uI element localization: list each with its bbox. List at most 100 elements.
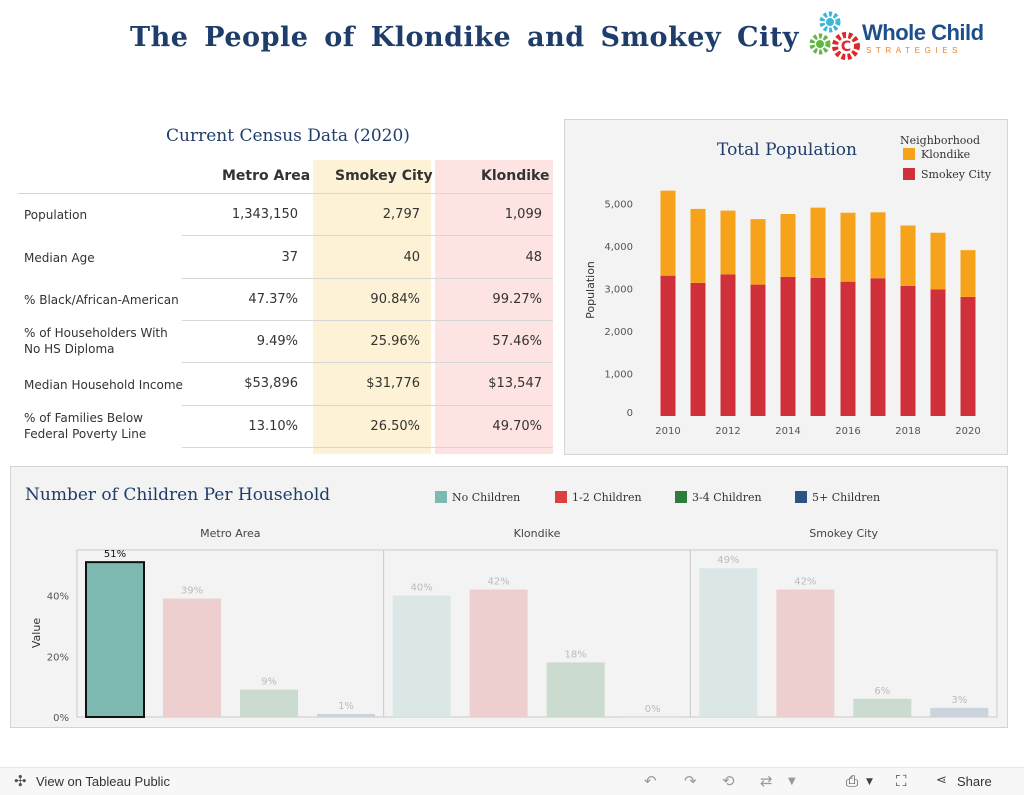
smokey-value: 90.84% — [370, 292, 420, 307]
bar-smokey-city-2010 — [660, 275, 676, 416]
data-label: 0% — [645, 704, 661, 715]
pop-chart-title: Total Population — [717, 140, 857, 160]
smokey-value: 2,797 — [382, 207, 420, 222]
bar-metro-area-0 — [85, 561, 145, 718]
data-label: 42% — [794, 576, 816, 587]
refresh-icon[interactable]: ⇄ — [760, 772, 773, 790]
bar-smokey-city-2 — [853, 698, 912, 717]
pop-legend-title: Neighborhood — [900, 134, 980, 147]
view-on-tableau-link[interactable]: View on Tableau Public — [36, 774, 170, 789]
x-tick-label: 2020 — [955, 426, 980, 437]
x-tick-label: 2010 — [655, 426, 680, 437]
fullscreen-icon[interactable]: ⛶ — [896, 772, 907, 790]
data-label: 6% — [874, 686, 890, 697]
bar-klondike-2010 — [660, 190, 676, 276]
row-label: % Black/African-American — [24, 293, 179, 307]
legend-swatch — [675, 491, 687, 503]
legend-swatch — [435, 491, 447, 503]
bar-klondike-2012 — [720, 210, 736, 275]
metro-value: 1,343,150 — [231, 207, 298, 222]
redo-icon[interactable]: ↷ — [684, 772, 697, 790]
census-row: % of Families Below Federal Poverty Line… — [18, 405, 553, 447]
download-icon[interactable]: ⎙ — [846, 772, 859, 790]
share-button[interactable]: Share — [957, 774, 992, 789]
bar-klondike-2011 — [690, 208, 706, 283]
legend-label: 5+ Children — [812, 491, 881, 504]
legend-swatch-smokey-city — [903, 168, 915, 180]
metro-value: $53,896 — [244, 376, 298, 391]
x-tick-label: 2012 — [715, 426, 740, 437]
row-label: Median Household Income — [24, 378, 183, 392]
klondike-value: $13,547 — [488, 376, 542, 391]
tableau-toolbar: ✣ View on Tableau Public ↶ ↷ ⟲ ⇄ ▼ ⎙ ▼ ⛶… — [0, 767, 1024, 795]
legend-label: No Children — [452, 491, 521, 504]
logo-tagline: STRATEGIES — [866, 46, 963, 55]
bar-smokey-city-2012 — [720, 274, 736, 416]
tableau-logo-icon: ✣ — [14, 772, 27, 790]
plot-frame — [76, 549, 998, 718]
bar-smokey-city-2020 — [960, 296, 976, 416]
gear-logo-icon: C — [809, 11, 860, 60]
legend-swatch — [555, 491, 567, 503]
data-label: 49% — [717, 555, 739, 566]
bar-smokey-city-2015 — [810, 277, 826, 416]
legend-label: 3-4 Children — [692, 491, 762, 504]
bar-smokey-city-3 — [930, 707, 989, 717]
y-tick-label: 40% — [47, 592, 69, 603]
whole-child-logo: C Whole Child STRATEGIES — [808, 8, 1008, 68]
bar-klondike-2013 — [750, 219, 766, 285]
smokey-value: 26.50% — [370, 419, 420, 434]
row-label: % of Families Below Federal Poverty Line — [24, 411, 147, 441]
data-label: 9% — [261, 677, 277, 688]
bar-smokey-city-2018 — [900, 285, 916, 416]
metro-value: 47.37% — [248, 292, 298, 307]
legend-item-1-2-children: 1-2 Children — [555, 491, 642, 505]
census-row: % of Householders With No HS Diploma 9.4… — [18, 320, 553, 362]
metro-value: 9.49% — [256, 334, 298, 349]
y-tick-label: 20% — [47, 652, 69, 663]
bar-smokey-city-2013 — [750, 284, 766, 416]
bar-smokey-city-2017 — [870, 278, 886, 416]
data-label: 42% — [488, 576, 510, 587]
legend-label-klondike: Klondike — [921, 148, 970, 161]
legend-label: 1-2 Children — [572, 491, 642, 504]
bar-klondike-3 — [623, 717, 682, 718]
panel-header: Metro Area — [200, 527, 260, 540]
bar-smokey-city-2011 — [690, 282, 706, 416]
col-header-metro: Metro Area — [222, 168, 311, 184]
x-tick-label: 2018 — [895, 426, 920, 437]
total-population-panel: Total Population Neighborhood Klondike S… — [564, 119, 1008, 455]
legend-item-5-plus-children: 5+ Children — [795, 491, 880, 505]
data-label: 18% — [565, 649, 587, 660]
bar-smokey-city-1 — [776, 589, 835, 717]
y-tick-label: 0 — [627, 408, 633, 419]
children-chart-title: Number of Children Per Household — [25, 485, 331, 505]
data-label: 40% — [411, 583, 433, 594]
census-row: % Black/African-American 47.37% 90.84% 9… — [18, 278, 553, 320]
klondike-value: 49.70% — [492, 419, 542, 434]
table-bottom-rule — [182, 447, 553, 448]
legend-swatch — [795, 491, 807, 503]
children-per-household-chart: Value 0% 20% 40% Metro Area 51% 39% 9% 1% Klondi… — [30, 527, 998, 724]
smokey-value: $31,776 — [366, 376, 420, 391]
bar-metro-area-3 — [317, 713, 375, 717]
bar-smokey-city-2016 — [840, 281, 856, 416]
metro-value: 37 — [281, 250, 298, 265]
smokey-value: 40 — [403, 250, 420, 265]
bar-klondike-0 — [392, 595, 451, 717]
undo-icon[interactable]: ↶ — [644, 772, 657, 790]
bar-klondike-2014 — [780, 214, 796, 277]
census-title: Current Census Data (2020) — [166, 126, 410, 146]
chevron-down-icon[interactable]: ▼ — [788, 776, 796, 787]
panel-header: Klondike — [514, 527, 561, 540]
klondike-value: 48 — [525, 250, 542, 265]
page-title: The People of Klondike and Smokey City — [130, 22, 799, 53]
smokey-value: 25.96% — [370, 334, 420, 349]
legend-item-3-4-children: 3-4 Children — [675, 491, 762, 505]
revert-icon[interactable]: ⟲ — [722, 772, 735, 790]
chevron-down-icon[interactable]: ▼ — [866, 777, 873, 787]
bar-klondike-2 — [546, 662, 605, 717]
y-tick-label: 4,000 — [604, 242, 633, 253]
x-tick-label: 2014 — [775, 426, 800, 437]
bar-metro-area-2 — [240, 689, 298, 717]
